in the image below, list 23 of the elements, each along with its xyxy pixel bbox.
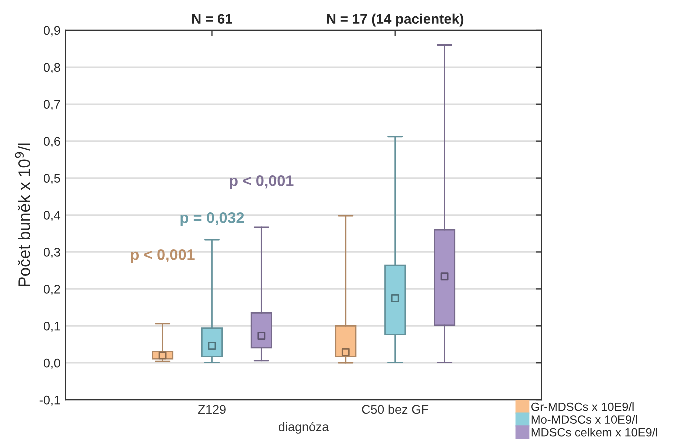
- y-tick-label: 0,0: [44, 358, 60, 370]
- x-tick-label: Z129: [198, 405, 226, 414]
- annotation: p < 0,001: [131, 249, 195, 264]
- y-tick-label: 0,8: [44, 63, 60, 74]
- legend-label: Mo-MDSCs x 10E9/l: [532, 415, 638, 424]
- legend-label: Gr-MDSCs x 10E9/l: [532, 402, 634, 412]
- y-tick-label: 0,1: [44, 322, 60, 332]
- y-tick-label: 0,4: [44, 211, 61, 222]
- x-tick-label: C50 bez GF: [362, 404, 429, 414]
- text: N = 61: [192, 14, 232, 24]
- y-axis-title: Počet buněk x 10$^{9}$/l: [15, 144, 30, 286]
- y-tick-label: 0,6: [44, 137, 60, 148]
- text: N = 17 (14 pacientek): [327, 14, 464, 27]
- legend-label: MDSCs celkem x 10E9/l: [532, 428, 658, 437]
- y-tick-label: 0,2: [44, 284, 60, 296]
- x-axis-title: diagnóza: [278, 422, 330, 434]
- y-tick-label: 0,7: [44, 100, 60, 111]
- y-tick-label: -0,1: [40, 396, 60, 406]
- annotation: p < 0,001: [230, 176, 294, 190]
- y-tick-label: 0,5: [44, 174, 60, 184]
- y-tick-label: 0,3: [44, 248, 60, 258]
- y-tick-label: 0,9: [44, 26, 60, 37]
- annotation: p = 0,032: [180, 212, 244, 226]
